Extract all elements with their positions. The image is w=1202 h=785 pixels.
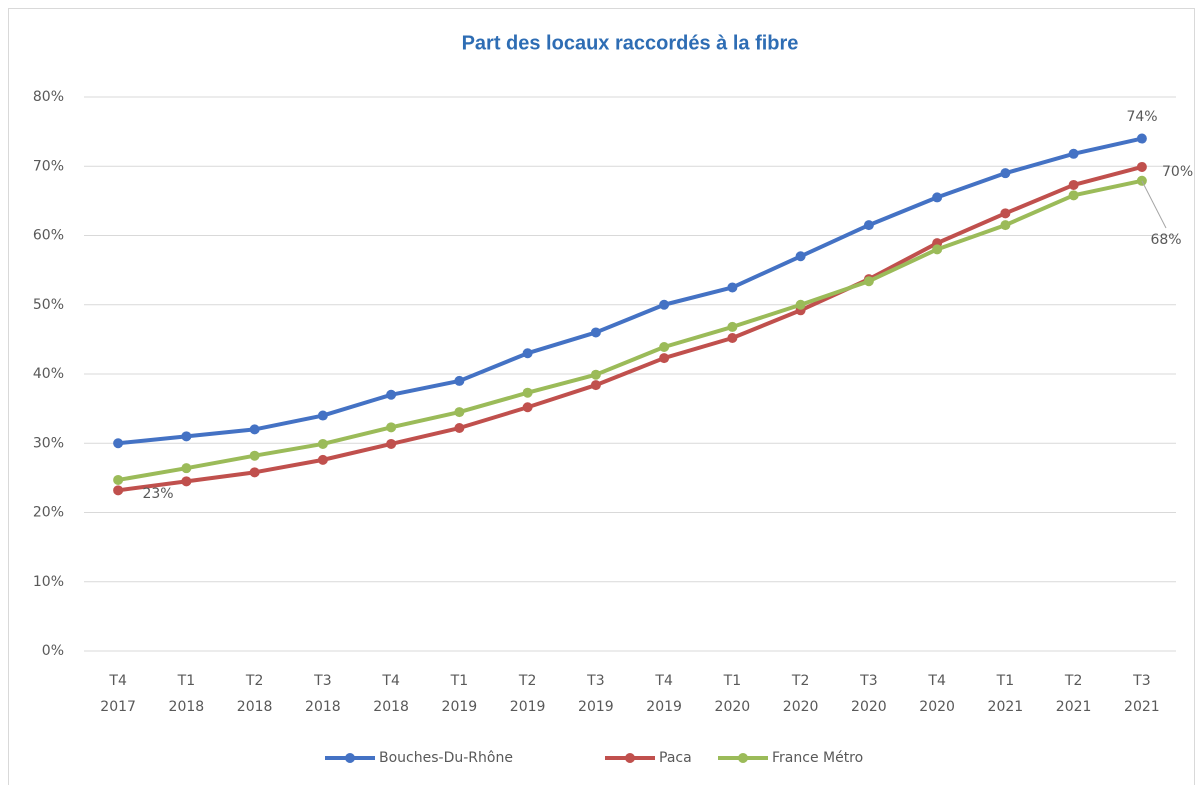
series-line — [117, 165, 1143, 493]
data-point — [659, 341, 670, 352]
data-point — [659, 299, 670, 310]
data-point — [454, 407, 465, 418]
x-tick-label: T2 2020 — [783, 673, 819, 715]
data-point — [522, 402, 533, 413]
data-point — [522, 348, 533, 359]
y-tick-label: 50% — [33, 297, 64, 313]
data-point — [795, 299, 806, 310]
legend-label: France Métro — [772, 750, 863, 766]
data-point — [113, 474, 124, 485]
data-point — [181, 476, 192, 487]
data-point — [317, 410, 328, 421]
x-tick-label: T2 2018 — [237, 673, 273, 715]
x-tick-label: T4 2018 — [373, 673, 409, 715]
data-point — [1136, 133, 1147, 144]
data-point — [317, 454, 328, 465]
data-point — [932, 244, 943, 255]
legend-item: Paca — [605, 750, 692, 766]
chart-title: Part des locaux raccordés à la fibre — [462, 32, 799, 54]
series-line — [117, 178, 1143, 482]
data-point — [522, 387, 533, 398]
data-point — [1068, 148, 1079, 159]
x-tick-label: T3 2020 — [851, 673, 887, 715]
x-tick-label: T4 2020 — [919, 673, 955, 715]
data-label: 70% — [1162, 164, 1193, 180]
x-tick-label: T3 2018 — [305, 673, 341, 715]
data-point — [795, 251, 806, 262]
x-tick-label: T3 2019 — [578, 673, 614, 715]
label-leader — [1141, 180, 1167, 229]
legend-marker — [738, 753, 748, 763]
y-tick-label: 40% — [33, 366, 64, 382]
y-tick-label: 10% — [33, 574, 64, 590]
data-point — [249, 467, 260, 478]
legend-label: Bouches-Du-Rhône — [379, 750, 513, 766]
data-point — [863, 220, 874, 231]
legend-item: Bouches-Du-Rhône — [325, 750, 513, 766]
y-tick-label: 0% — [42, 643, 64, 659]
data-point — [113, 438, 124, 449]
data-point — [863, 276, 874, 287]
data-point — [454, 423, 465, 434]
legend-label: Paca — [659, 750, 692, 766]
data-point — [249, 450, 260, 461]
legend-marker — [625, 753, 635, 763]
y-tick-label: 20% — [33, 505, 64, 521]
x-tick-label: T4 2017 — [100, 673, 136, 715]
y-tick-label: 80% — [33, 89, 64, 105]
data-point — [727, 332, 738, 343]
data-point — [1000, 168, 1011, 179]
data-label: 68% — [1150, 232, 1181, 248]
data-point — [727, 321, 738, 332]
data-point — [181, 463, 192, 474]
data-point — [386, 389, 397, 400]
x-tick-label: T1 2018 — [169, 673, 205, 715]
x-tick-label: T4 2019 — [646, 673, 682, 715]
chart-frame — [8, 8, 1195, 785]
x-tick-label: T2 2019 — [510, 673, 546, 715]
x-tick-label: T3 2021 — [1124, 673, 1160, 715]
data-label: 23% — [142, 486, 173, 502]
data-point — [249, 424, 260, 435]
data-point — [727, 282, 738, 293]
data-point — [386, 422, 397, 433]
data-point — [454, 375, 465, 386]
data-point — [659, 353, 670, 364]
y-tick-label: 30% — [33, 435, 64, 451]
series-line — [117, 136, 1143, 446]
data-point — [1000, 220, 1011, 231]
data-point — [590, 380, 601, 391]
data-point — [1136, 161, 1147, 172]
data-point — [113, 485, 124, 496]
y-tick-label: 70% — [33, 158, 64, 174]
data-point — [1068, 190, 1079, 201]
legend-item: France Métro — [718, 750, 863, 766]
x-tick-label: T1 2019 — [442, 673, 478, 715]
data-point — [386, 438, 397, 449]
data-point — [590, 327, 601, 338]
data-point — [181, 431, 192, 442]
data-point — [1068, 179, 1079, 190]
data-point — [317, 438, 328, 449]
data-point — [590, 369, 601, 380]
x-tick-label: T1 2020 — [715, 673, 751, 715]
data-point — [1000, 208, 1011, 219]
x-tick-label: T1 2021 — [988, 673, 1024, 715]
legend-marker — [345, 753, 355, 763]
x-tick-label: T2 2021 — [1056, 673, 1092, 715]
y-tick-label: 60% — [33, 228, 64, 244]
data-label: 74% — [1126, 109, 1157, 125]
data-point — [932, 192, 943, 203]
